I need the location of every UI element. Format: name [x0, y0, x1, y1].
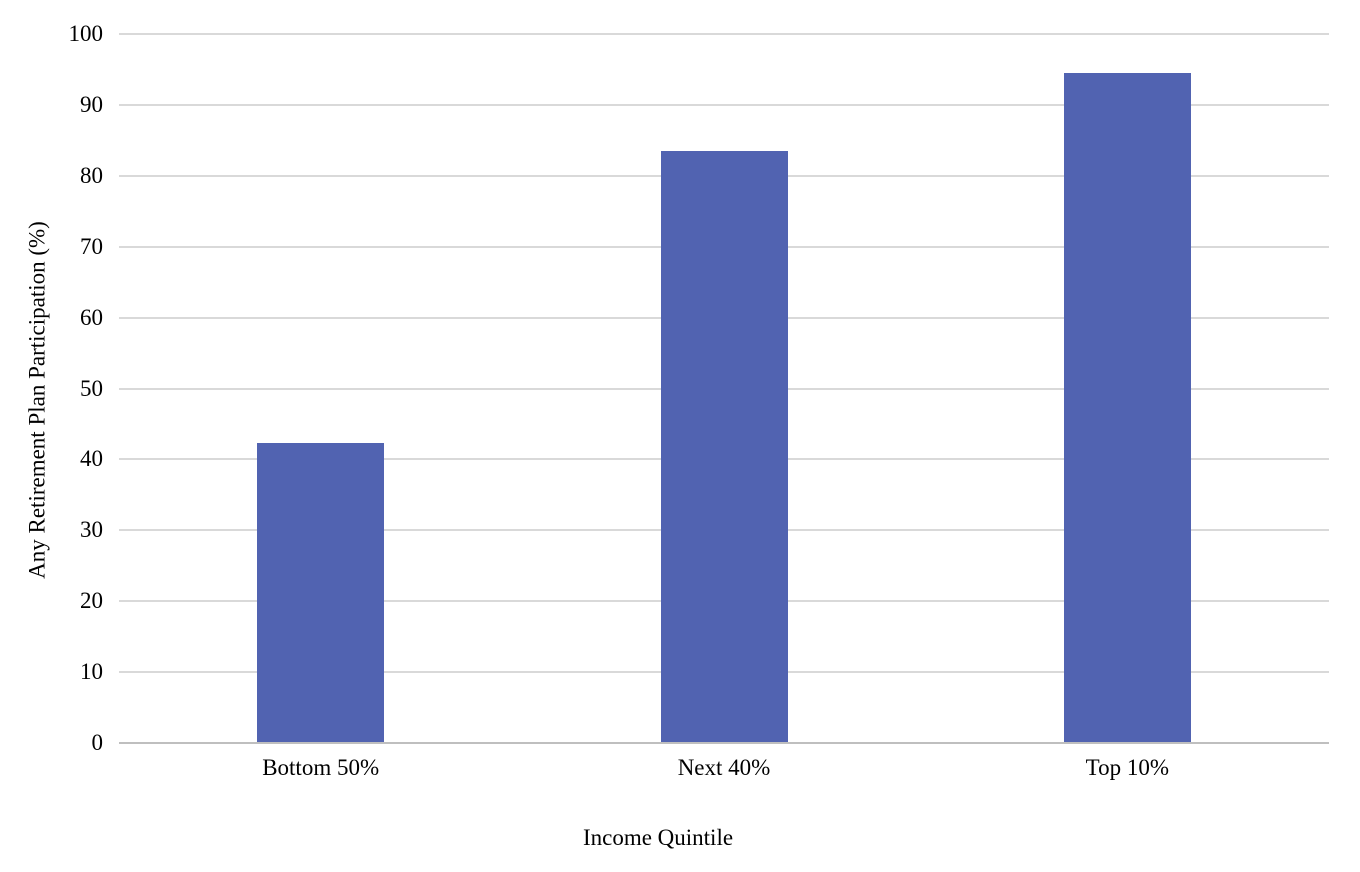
x-axis-category-labels: Bottom 50% Next 40% Top 10%: [119, 755, 1329, 785]
bar-0: [257, 443, 385, 742]
y-tick-label-0: 0: [91, 730, 104, 755]
y-tick-label-40: 40: [80, 446, 103, 472]
y-tick-label-70: 70: [80, 233, 103, 259]
y-tick-label-10: 10: [80, 659, 103, 685]
category-label-2: Top 10%: [1085, 755, 1170, 780]
x-axis-line: [119, 742, 1329, 744]
x-axis-title: Income Quintile: [582, 825, 734, 850]
bar-2: [1063, 72, 1191, 742]
y-tick-label-100: 100: [68, 21, 104, 46]
gridline-90: [119, 103, 1329, 106]
category-label-0: Bottom 50%: [262, 755, 380, 780]
y-tick-label-90: 90: [80, 91, 103, 117]
category-label-1: Next 40%: [677, 755, 771, 780]
y-tick-label-80: 80: [80, 162, 103, 188]
y-tick-label-50: 50: [80, 375, 103, 401]
plot-area: [119, 33, 1329, 744]
gridline-100: [119, 33, 1329, 35]
bar-1: [660, 150, 788, 742]
y-tick-label-30: 30: [80, 517, 103, 543]
y-tick-label-60: 60: [80, 304, 103, 330]
y-tick-label-20: 20: [80, 588, 103, 614]
y-axis-tick-labels: 0 10 20 30 40 50 60 70 80 90 100: [0, 0, 104, 872]
